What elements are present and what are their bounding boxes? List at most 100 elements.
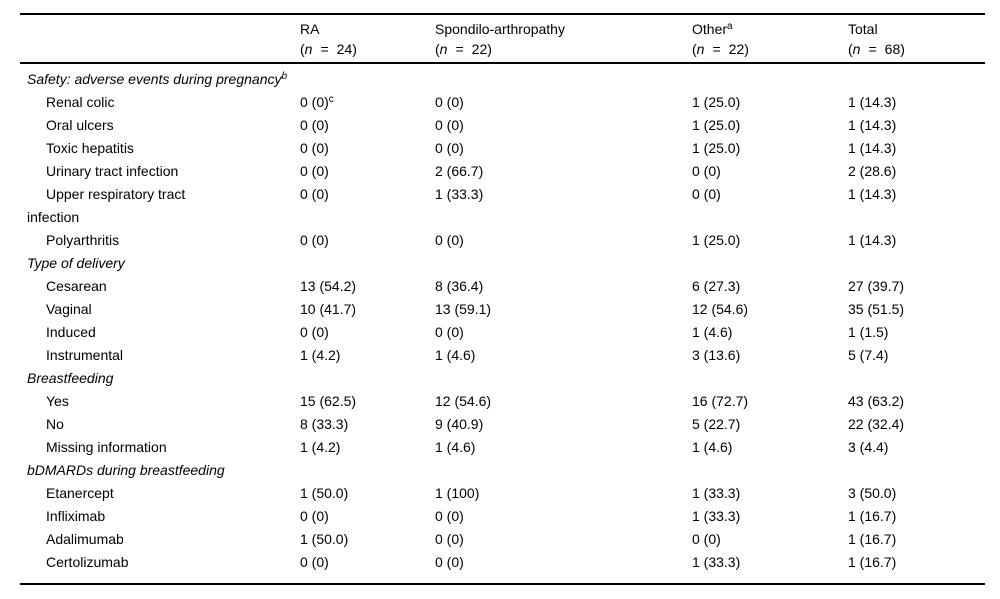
row-label: No (46, 416, 64, 432)
cell-value: 3 (4.4) (848, 439, 889, 455)
cell-value: 0 (0) (300, 324, 329, 340)
value-cell-ra: 0 (0) (300, 114, 435, 137)
row-label: Urinary tract infection (46, 163, 179, 179)
row-label: Induced (46, 324, 96, 340)
cell-value: 0 (0) (300, 186, 329, 202)
row-label: Etanercept (46, 485, 114, 501)
value-cell-total: 2 (28.6) (848, 160, 985, 183)
column-n-line: (n = 22) (435, 39, 692, 59)
cell-value: 1 (25.0) (692, 140, 741, 156)
n-count: 22) (728, 41, 749, 57)
cell-value: 3 (13.6) (692, 347, 741, 363)
column-n-line: (n = 24) (300, 39, 435, 59)
section-header-row: Breastfeeding (20, 367, 985, 390)
section-title: bDMARDs during breastfeeding (27, 462, 225, 478)
cell-value: 2 (28.6) (848, 163, 897, 179)
cell-value: 6 (27.3) (692, 278, 741, 294)
value-cell-ra: 0 (0) (300, 505, 435, 528)
value-cell-total: 43 (63.2) (848, 390, 985, 413)
row-label-cell: Renal colic (20, 91, 300, 114)
value-cell-other: 12 (54.6) (692, 298, 848, 321)
section-header-row: bDMARDs during breastfeeding (20, 459, 985, 482)
cell-value: 22 (32.4) (848, 416, 905, 432)
value-cell-ra: 0 (0) (300, 321, 435, 344)
column-superscript: a (727, 21, 733, 32)
column-header-spondilo-arthropathy: Spondilo-arthropathy (n = 22) (435, 14, 692, 64)
cell-value: 1 (4.6) (435, 439, 476, 455)
cell-value: 0 (0) (435, 232, 464, 248)
table-row: No 8 (33.3) 9 (40.9) 5 (22.7) 22 (32.4) (20, 413, 985, 436)
column-title-text: Other (692, 21, 728, 37)
n-count: 68) (884, 41, 905, 57)
cell-value: 0 (0) (300, 163, 329, 179)
value-cell-other: 6 (27.3) (692, 275, 848, 298)
cell-value: 1 (14.3) (848, 140, 897, 156)
column-title-text: RA (300, 21, 320, 37)
cell-value: 1 (4.2) (300, 439, 341, 455)
value-cell-ra: 1 (50.0) (300, 528, 435, 551)
value-cell-total: 1 (14.3) (848, 183, 985, 229)
cell-value: 8 (33.3) (300, 416, 349, 432)
value-cell-other: 1 (4.6) (692, 321, 848, 344)
cell-value: 5 (7.4) (848, 347, 889, 363)
table-row: Cesarean 13 (54.2) 8 (36.4) 6 (27.3) 27 … (20, 275, 985, 298)
row-label-cell: Induced (20, 321, 300, 344)
table-row: Toxic hepatitis 0 (0) 0 (0) 1 (25.0) 1 (… (20, 137, 985, 160)
row-label: Oral ulcers (46, 117, 114, 133)
cell-value: 0 (0) (300, 117, 329, 133)
value-cell-ra: 10 (41.7) (300, 298, 435, 321)
n-open: ( (300, 41, 305, 57)
value-cell-ra: 0 (0) (300, 551, 435, 584)
row-label: Missing information (46, 439, 167, 455)
column-title-text: Total (848, 21, 878, 37)
cell-value: 0 (0) (435, 554, 464, 570)
section-title: Breastfeeding (27, 370, 114, 386)
cell-value: 8 (36.4) (435, 278, 484, 294)
cell-value: 0 (0) (435, 531, 464, 547)
column-title: Othera (692, 19, 848, 39)
value-cell-spondilo: 1 (33.3) (435, 183, 692, 229)
value-cell-ra: 13 (54.2) (300, 275, 435, 298)
value-cell-spondilo: 1 (4.6) (435, 436, 692, 459)
n-equals: = (455, 41, 464, 57)
cell-value: 0 (0) (692, 186, 721, 202)
row-label-cell: Certolizumab (20, 551, 300, 584)
cell-value: 12 (54.6) (435, 393, 492, 409)
cell-value: 0 (0) (300, 140, 329, 156)
value-cell-spondilo: 0 (0) (435, 114, 692, 137)
value-cell-ra: 0 (0) (300, 137, 435, 160)
cell-value: 15 (62.5) (300, 393, 357, 409)
value-cell-spondilo: 13 (59.1) (435, 298, 692, 321)
value-cell-spondilo: 1 (4.6) (435, 344, 692, 367)
value-cell-spondilo: 1 (100) (435, 482, 692, 505)
table-header: RA (n = 24) Spondilo-arthropathy ( n = 22) Ot… (20, 14, 985, 64)
cell-value: 13 (59.1) (435, 301, 492, 317)
column-title: Spondilo-arthropathy (435, 19, 692, 39)
cell-value: 1 (14.3) (848, 186, 897, 202)
value-cell-other: 0 (0) (692, 160, 848, 183)
section-header-cell: Safety: adverse events during pregnancyb (20, 63, 985, 91)
table-row: Upper respiratory tract infection 0 (0) … (20, 183, 985, 229)
cell-value: 0 (0) (300, 232, 329, 248)
value-cell-spondilo: 8 (36.4) (435, 275, 692, 298)
value-cell-total: 1 (1.5) (848, 321, 985, 344)
row-label-cell: Polyarthritis (20, 229, 300, 252)
row-label-cell: Upper respiratory tract infection (20, 183, 300, 229)
value-cell-ra: 8 (33.3) (300, 413, 435, 436)
section-title: Type of delivery (27, 255, 125, 271)
cell-value: 0 (0) (692, 531, 721, 547)
section-header-row: Type of delivery (20, 252, 985, 275)
cell-value: 0 (0) (300, 508, 329, 524)
cell-value: 12 (54.6) (692, 301, 749, 317)
row-label-cell: Adalimumab (20, 528, 300, 551)
cell-value: 0 (0) (435, 324, 464, 340)
row-label: Infliximab (46, 508, 106, 524)
row-label: Yes (46, 393, 69, 409)
row-label: Renal colic (46, 94, 115, 110)
n-equals: = (712, 41, 721, 57)
column-header-other: Othera (n = 22) (692, 14, 848, 64)
row-label-cell: Missing information (20, 436, 300, 459)
section-header-cell: bDMARDs during breastfeeding (20, 459, 985, 482)
n-symbol: n (439, 41, 448, 57)
